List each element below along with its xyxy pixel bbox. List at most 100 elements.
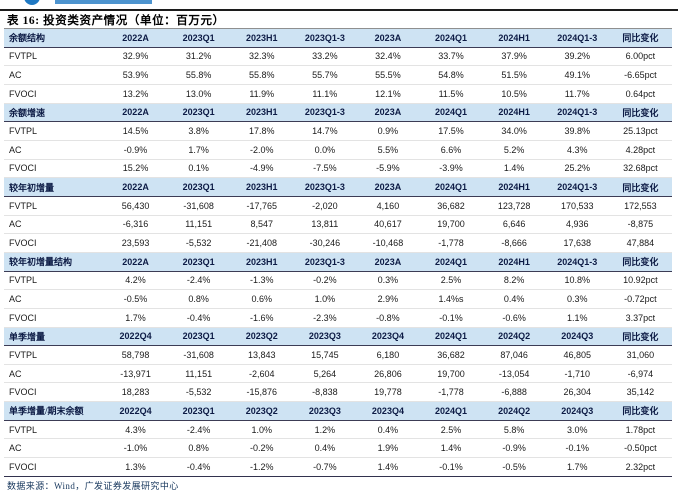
value-cell: 3.37pct — [608, 308, 672, 328]
column-header: 2024Q2 — [482, 401, 546, 421]
value-cell: -2.4% — [167, 271, 231, 291]
column-header: 2022A — [104, 28, 168, 48]
column-header: 2024Q3 — [545, 326, 609, 347]
row-label: FVTPL — [4, 420, 105, 440]
data-source-note: 数据来源：Wind，广发证券发展研究中心 — [7, 481, 179, 491]
value-cell: 0.8% — [167, 289, 231, 309]
table-row: FVOCI 13.2% 13.0% 11.9% 11.1% 12.1% 11.5% 10.5%… — [4, 84, 672, 104]
column-header: 2024Q1 — [419, 177, 483, 197]
value-cell: 55.5% — [356, 65, 420, 85]
value-cell: 11,151 — [167, 364, 231, 384]
value-cell: -0.9% — [104, 140, 168, 160]
table-row: FVOCI 23,593 -5,532 -21,408 -30,246 -10,468 -1… — [4, 233, 672, 253]
top-divider — [0, 9, 678, 11]
value-cell: 0.9% — [356, 121, 420, 141]
table-row: FVTPL 4.2% -2.4% -1.3% -0.2% 0.3% 2.5% 8.2% 10.8… — [4, 271, 672, 291]
value-cell: -1,778 — [419, 233, 483, 253]
row-label: FVOCI — [4, 159, 105, 179]
value-cell: 26,806 — [356, 364, 420, 384]
value-cell: 4.3% — [545, 140, 609, 160]
value-cell: -1,778 — [419, 382, 483, 403]
value-cell: 13.0% — [167, 84, 231, 104]
value-cell: 15.2% — [104, 159, 168, 179]
row-label: FVTPL — [4, 47, 105, 67]
column-header: 同比变化 — [608, 251, 672, 272]
row-label: AC — [4, 364, 105, 384]
value-cell: -1,710 — [545, 364, 609, 384]
value-cell: 19,778 — [356, 382, 420, 403]
value-cell: 17,638 — [545, 233, 609, 253]
column-header: 2023Q2 — [230, 401, 294, 421]
value-cell: 13.2% — [104, 84, 168, 104]
value-cell: 23,593 — [104, 233, 168, 253]
column-header: 2023A — [356, 251, 420, 272]
value-cell: -0.1% — [419, 308, 483, 328]
table-row: FVTPL 58,798 -31,608 13,843 15,745 6,180 36,68… — [4, 345, 672, 365]
value-cell: 10.92pct — [608, 271, 672, 291]
value-cell: 36,682 — [419, 345, 483, 365]
section-header-row: 单季增量 2022Q4 2023Q1 2023Q2 2023Q3 2023Q4 2024Q1… — [4, 326, 672, 347]
row-label: FVTPL — [4, 121, 105, 141]
table-row: FVOCI 1.3% -0.4% -1.2% -0.7% 1.4% -0.1% -0.5% 1.… — [4, 457, 672, 477]
value-cell: 32.68pct — [608, 159, 672, 179]
value-cell: 53.9% — [104, 65, 168, 85]
value-cell: -10,468 — [356, 233, 420, 253]
column-header: 2024Q1 — [419, 251, 483, 272]
column-header: 2023Q1 — [167, 28, 231, 48]
value-cell: -0.8% — [356, 308, 420, 328]
value-cell: 10.5% — [482, 84, 546, 104]
value-cell: 87,046 — [482, 345, 546, 365]
table-row: AC -1.0% 0.8% -0.2% 0.4% 1.9% 1.4% -0.9% -0.1% -0… — [4, 438, 672, 459]
column-header: 2024H1 — [482, 102, 546, 123]
value-cell: 2.5% — [419, 420, 483, 440]
value-cell: 14.5% — [104, 121, 168, 141]
value-cell: 39.2% — [545, 47, 609, 67]
value-cell: 2.32pct — [608, 457, 672, 477]
row-label: FVOCI — [4, 308, 105, 328]
column-header: 2024Q1-3 — [545, 251, 609, 272]
value-cell: -1.3% — [230, 271, 294, 291]
value-cell: 0.0% — [293, 140, 357, 160]
column-header: 2024H1 — [482, 28, 546, 48]
section-label: 较年初增量 — [4, 177, 105, 197]
value-cell: 1.2% — [293, 420, 357, 440]
value-cell: 0.8% — [167, 438, 231, 459]
row-label: AC — [4, 215, 105, 235]
column-header: 2024Q1-3 — [545, 28, 609, 48]
value-cell: 2.9% — [356, 289, 420, 309]
value-cell: -6,316 — [104, 215, 168, 235]
value-cell: 11,151 — [167, 215, 231, 235]
row-label: FVTPL — [4, 345, 105, 365]
value-cell: 33.7% — [419, 47, 483, 67]
value-cell: 12.1% — [356, 84, 420, 104]
value-cell: 11.5% — [419, 84, 483, 104]
value-cell: -21,408 — [230, 233, 294, 253]
value-cell: 11.9% — [230, 84, 294, 104]
value-cell: 58,798 — [104, 345, 168, 365]
value-cell: 0.6% — [230, 289, 294, 309]
value-cell: -31,608 — [167, 345, 231, 365]
value-cell: 4,936 — [545, 215, 609, 235]
value-cell: 0.4% — [356, 420, 420, 440]
column-header: 2023Q1 — [167, 251, 231, 272]
value-cell: -2.0% — [230, 140, 294, 160]
value-cell: -1.0% — [104, 438, 168, 459]
value-cell: -8,838 — [293, 382, 357, 403]
value-cell: 1.78pct — [608, 420, 672, 440]
value-cell: -31,608 — [167, 196, 231, 216]
value-cell: 11.7% — [545, 84, 609, 104]
column-header: 同比变化 — [608, 326, 672, 347]
value-cell: 1.9% — [356, 438, 420, 459]
value-cell: -8,666 — [482, 233, 546, 253]
value-cell: -5,532 — [167, 233, 231, 253]
value-cell: 15,745 — [293, 345, 357, 365]
value-cell: -5.9% — [356, 159, 420, 179]
value-cell: 1.4% — [419, 438, 483, 459]
row-label: FVOCI — [4, 457, 105, 477]
column-header: 2024Q1-3 — [545, 177, 609, 197]
table-row: FVOCI 15.2% 0.1% -4.9% -7.5% -5.9% -3.9% 1.4% 25… — [4, 159, 672, 179]
value-cell: 5.8% — [482, 420, 546, 440]
column-header: 2023H1 — [230, 251, 294, 272]
column-header: 2023A — [356, 177, 420, 197]
column-header: 2023Q1 — [167, 326, 231, 347]
